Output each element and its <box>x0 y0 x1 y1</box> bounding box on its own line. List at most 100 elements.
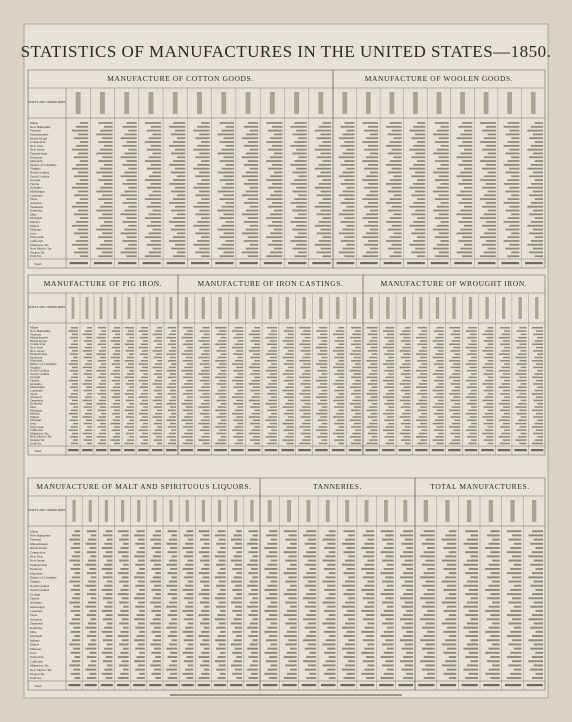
cell-figures <box>154 379 162 382</box>
cell-figures <box>320 333 328 336</box>
cell-figures <box>265 639 278 642</box>
cell-figures <box>265 576 278 579</box>
cell-figures <box>481 167 496 170</box>
state-name: New Hampshire <box>30 329 51 333</box>
cell-figures <box>292 171 307 174</box>
cell-figures <box>386 563 394 566</box>
cell-figures <box>346 167 355 170</box>
cell-figures <box>241 175 259 178</box>
total-figures <box>448 449 461 452</box>
cell-figures <box>309 630 317 633</box>
cell-figures <box>150 221 162 223</box>
cell-figures <box>342 209 355 212</box>
cell-figures <box>401 668 413 671</box>
cell-figures <box>247 563 258 566</box>
cell-figures <box>84 412 92 415</box>
cell-figures <box>248 530 258 533</box>
cell-figures <box>508 643 522 646</box>
cell-figures <box>296 129 307 132</box>
cell-figures <box>125 432 134 435</box>
total-figures <box>481 449 494 452</box>
cell-figures <box>369 356 378 359</box>
cell-figures <box>486 576 500 579</box>
cell-figures <box>296 186 307 189</box>
cell-figures <box>85 605 97 608</box>
cell-figures <box>343 677 355 679</box>
cell-figures <box>112 336 120 339</box>
cell-figures <box>115 416 120 418</box>
cell-figures <box>70 442 78 445</box>
cell-figures <box>537 436 543 438</box>
cell-figures <box>137 664 145 667</box>
cell-figures <box>214 555 226 558</box>
cell-figures <box>416 198 426 200</box>
cell-figures <box>264 588 278 591</box>
cell-figures <box>362 639 375 642</box>
cell-figures <box>338 376 345 379</box>
cell-figures <box>74 635 81 638</box>
cell-figures <box>453 379 461 382</box>
cell-figures <box>404 601 413 604</box>
cell-figures <box>199 643 210 646</box>
cell-figures <box>322 179 331 181</box>
cell-figures <box>404 559 413 562</box>
cell-figures <box>243 202 259 204</box>
cell-figures <box>456 251 473 254</box>
cell-figures <box>168 664 178 667</box>
cell-figures <box>201 672 210 675</box>
cell-figures <box>355 379 361 382</box>
cell-figures <box>306 635 317 638</box>
cell-figures <box>400 356 411 359</box>
cell-figures <box>343 551 355 554</box>
cell-figures <box>198 677 210 679</box>
cell-figures <box>126 217 137 219</box>
cell-figures <box>286 568 297 570</box>
cell-figures <box>184 432 193 435</box>
cell-figures <box>534 389 543 392</box>
cell-figures <box>120 194 137 197</box>
cell-figures <box>510 588 522 591</box>
cell-figures <box>144 255 162 258</box>
cell-figures <box>454 353 461 355</box>
cell-figures <box>187 601 194 604</box>
cell-figures <box>513 563 522 566</box>
cell-figures <box>348 555 355 558</box>
cell-figures <box>150 144 162 147</box>
cell-figures <box>98 383 106 385</box>
cell-figures <box>453 429 461 431</box>
cell-figures <box>265 618 278 621</box>
cell-figures <box>119 664 129 667</box>
cell-figures <box>167 376 176 379</box>
footnote-line <box>170 694 402 696</box>
header-text-block <box>452 297 456 319</box>
page-title: STATISTICS OF MANUFACTURES IN THE UNITED… <box>21 42 552 61</box>
cell-figures <box>411 194 426 197</box>
cell-figures <box>79 217 89 219</box>
cell-figures <box>249 559 258 562</box>
cell-figures <box>367 601 375 604</box>
cell-figures <box>292 190 307 193</box>
state-name: South Carolina <box>30 372 50 376</box>
cell-figures <box>110 439 120 441</box>
cell-figures <box>338 232 355 235</box>
state-name: Kentucky <box>30 402 43 406</box>
cell-figures <box>348 660 355 663</box>
cell-figures <box>140 376 148 379</box>
cell-figures <box>85 563 97 566</box>
cell-figures <box>486 386 494 388</box>
cell-figures <box>217 677 226 679</box>
cell-figures <box>197 221 210 223</box>
cell-figures <box>320 432 328 435</box>
cell-figures <box>535 346 543 349</box>
cell-figures <box>487 360 494 362</box>
cell-figures <box>123 563 129 566</box>
cell-figures <box>185 563 194 566</box>
cell-figures <box>166 336 176 339</box>
state-name: Florida <box>30 379 40 383</box>
cell-figures <box>152 416 162 418</box>
cell-figures <box>203 399 210 402</box>
cell-figures <box>306 593 317 596</box>
cell-figures <box>371 403 378 405</box>
cell-figures <box>201 122 210 124</box>
state-name: Iowa <box>30 651 37 655</box>
